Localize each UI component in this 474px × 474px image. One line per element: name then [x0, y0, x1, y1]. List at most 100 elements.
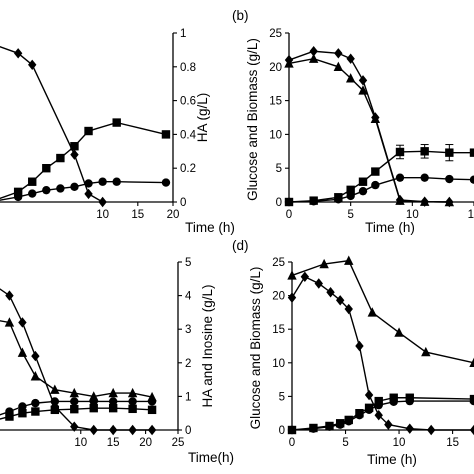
- data-point-circle: [374, 400, 383, 410]
- data-point-diamond: [326, 287, 335, 298]
- y-tick-label: 20: [272, 291, 285, 303]
- data-point-circle: [50, 397, 60, 406]
- x-tick-label: 5: [342, 437, 348, 449]
- data-point-diamond: [364, 389, 374, 401]
- data-point-diamond: [374, 410, 383, 421]
- data-point-diamond: [18, 317, 27, 328]
- series-line-triangle: [0, 320, 153, 398]
- data-point-diamond: [5, 290, 14, 301]
- data-point-diamond: [70, 149, 79, 160]
- series-line-square: [291, 397, 474, 431]
- data-point-triangle: [367, 307, 377, 317]
- y2-tick-label: 5: [185, 257, 191, 269]
- y-tick-label: 20: [269, 62, 282, 74]
- data-point-square: [469, 148, 474, 157]
- data-point-circle: [84, 179, 93, 188]
- y-tick-label: 15: [269, 96, 282, 108]
- series-circle: [284, 173, 474, 207]
- x-tick-label: 10: [74, 437, 87, 449]
- series-line-square: [288, 150, 474, 203]
- series-line-diamond: [291, 275, 474, 431]
- x-tick-label: 0: [289, 437, 295, 449]
- plot-area: [0, 288, 157, 436]
- panel-letter: (d): [232, 238, 249, 253]
- x-axis-label: Time (h): [367, 452, 417, 467]
- data-point-triangle: [319, 258, 329, 269]
- y-tick-label: 0: [276, 197, 282, 209]
- x-axis-label: Time(h): [188, 450, 234, 465]
- data-point-triangle: [345, 73, 356, 83]
- plot-area: [0, 45, 171, 208]
- data-point-circle: [13, 192, 23, 202]
- x-tick-label: 20: [167, 209, 180, 221]
- data-point-circle: [371, 180, 380, 190]
- data-point-square: [84, 126, 93, 136]
- data-point-square: [18, 409, 27, 418]
- data-point-triangle: [469, 357, 474, 367]
- data-point-triangle: [50, 384, 60, 394]
- panel-d: 0 5 10 15 0 5 10 15 20 25 Glucose and Biomass (g/L…: [232, 238, 474, 467]
- data-point-circle: [147, 397, 157, 406]
- data-point-diamond: [89, 424, 98, 436]
- y2-tick-label: 1: [180, 28, 186, 40]
- x-tick-label: 25: [172, 437, 185, 449]
- y-tick-label: 25: [269, 28, 282, 40]
- data-point-square: [70, 142, 79, 151]
- x-tick-label: 5: [347, 209, 353, 221]
- data-point-triangle: [30, 371, 41, 381]
- data-point-circle: [395, 173, 405, 182]
- panel-letter: (b): [232, 8, 249, 23]
- data-point-circle: [469, 396, 474, 406]
- data-point-square: [42, 164, 51, 173]
- data-point-circle: [284, 197, 294, 207]
- data-point-triangle: [395, 195, 405, 205]
- series-square: [0, 118, 171, 200]
- data-point-triangle: [421, 346, 431, 357]
- data-point-circle: [161, 178, 171, 187]
- data-point-diamond: [13, 48, 23, 59]
- data-point-square: [128, 404, 137, 414]
- data-point-square: [56, 153, 65, 163]
- data-point-diamond: [426, 424, 436, 436]
- data-point-square: [50, 405, 60, 415]
- y2-tick-label: 0: [180, 197, 186, 209]
- data-point-circle: [364, 405, 374, 415]
- x-tick-label: 0: [286, 209, 292, 221]
- data-point-triangle: [284, 58, 294, 68]
- data-point-square: [358, 177, 368, 186]
- series-line-diamond: [0, 288, 153, 431]
- data-point-square: [108, 403, 118, 413]
- data-point-diamond: [98, 196, 107, 208]
- data-point-square: [31, 407, 40, 416]
- y-tick-label: 15: [272, 324, 285, 336]
- series-square: [0, 403, 157, 421]
- y2-tick-label: 0.6: [180, 96, 196, 108]
- x-axis-label: Time (h): [365, 220, 415, 235]
- data-point-square: [89, 403, 98, 413]
- data-point-triangle: [370, 113, 381, 124]
- series-line-diamond: [0, 45, 103, 203]
- series-circle: [0, 397, 157, 416]
- series-triangle: [287, 255, 474, 367]
- panel-a: 10 15 200 0.2 0.4 0.6 0.8 1 HA (g/L) Time (h): [0, 28, 235, 235]
- panel-c: 10 15 20 250 1 2 3 4 5 HA and Inosine (g/L) Time(h…: [0, 257, 234, 465]
- data-point-diamond: [309, 46, 318, 57]
- data-point-circle: [42, 185, 51, 195]
- y2-axis-label: HA (g/L): [195, 93, 210, 143]
- data-point-circle: [28, 189, 37, 198]
- data-point-square: [70, 404, 79, 414]
- data-point-square: [395, 147, 405, 157]
- data-point-diamond: [334, 48, 343, 59]
- data-point-triangle: [394, 327, 404, 337]
- data-point-circle: [389, 397, 398, 406]
- series-diamond: [287, 271, 474, 436]
- series-line-circle: [291, 400, 474, 431]
- data-point-triangle: [127, 387, 138, 398]
- data-point-square: [147, 405, 157, 415]
- data-point-circle: [309, 424, 318, 433]
- y-axis-label: Glucose and Biomass (g/L): [248, 267, 263, 430]
- data-point-triangle: [4, 317, 15, 327]
- data-point-circle: [108, 397, 118, 406]
- data-point-circle: [70, 182, 79, 191]
- series-line-circle: [0, 181, 166, 201]
